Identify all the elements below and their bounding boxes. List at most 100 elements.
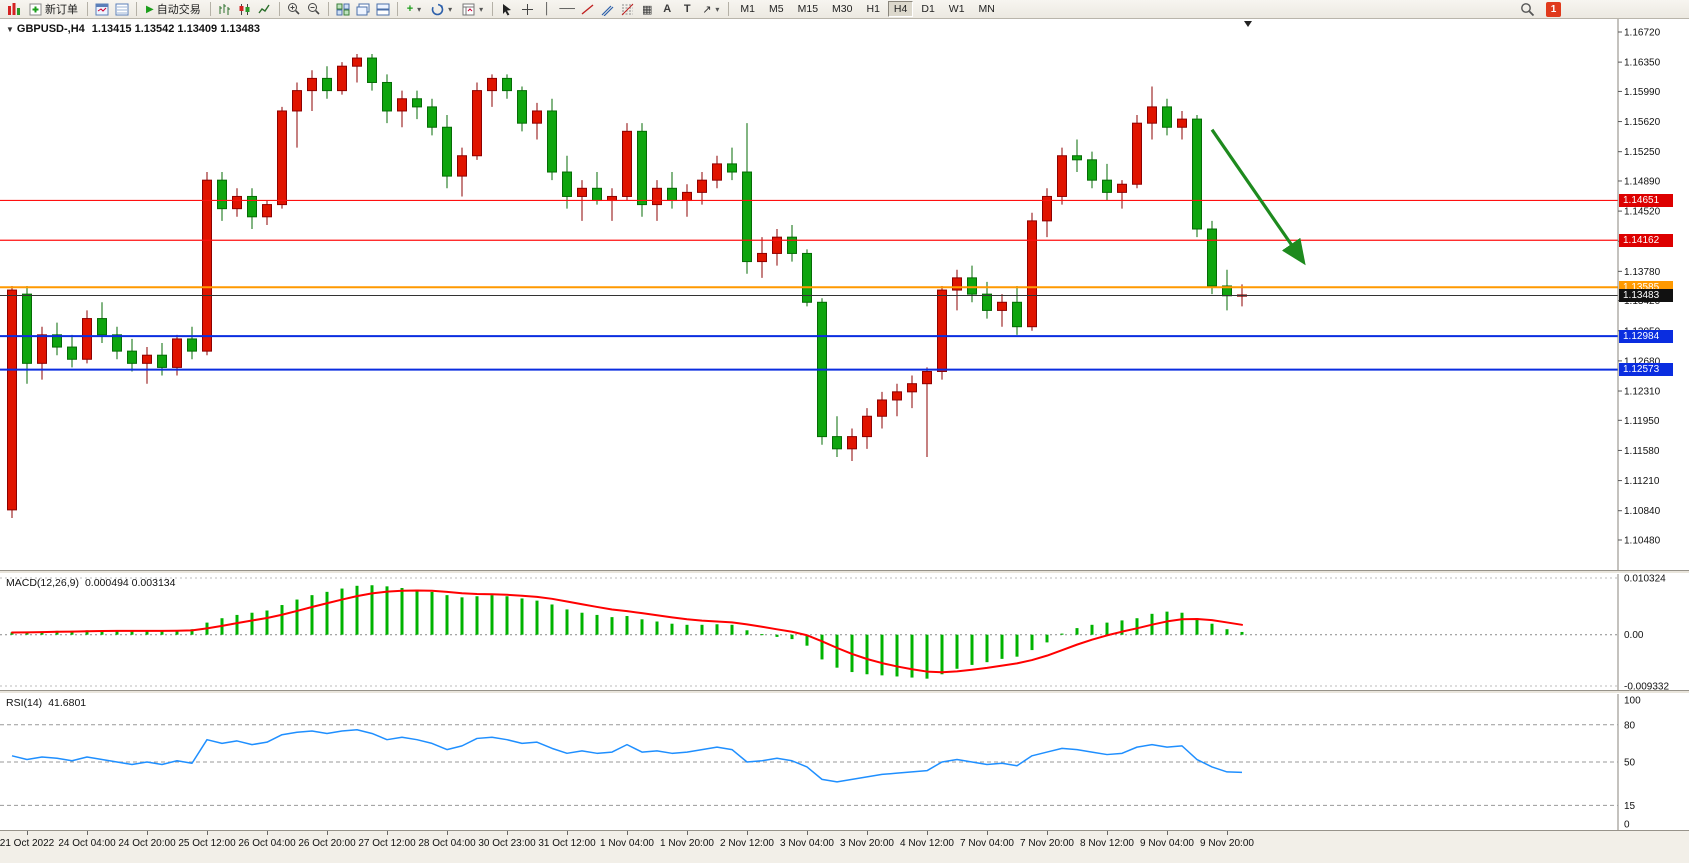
fibonacci-button[interactable] <box>618 1 636 18</box>
candle-body <box>982 293 992 311</box>
candle-body <box>1027 220 1037 328</box>
time-label: 24 Oct 04:00 <box>58 838 116 849</box>
macd-axis-label: 0.010324 <box>1624 573 1666 584</box>
zoom-in-button[interactable] <box>285 1 303 18</box>
tf-m1[interactable]: M1 <box>740 3 756 15</box>
rsi-label: RSI(14) 41.6801 <box>6 697 86 709</box>
tile-windows-icon <box>336 3 350 15</box>
panel-separator-rsi[interactable] <box>0 690 1689 694</box>
price-tick-label: 1.11950 <box>1624 416 1660 427</box>
candle-body <box>292 90 302 112</box>
candle-body <box>652 187 662 206</box>
tf-mn[interactable]: MN <box>978 3 995 15</box>
candle-body <box>697 179 707 193</box>
time-label: 1 Nov 04:00 <box>600 838 654 849</box>
macd-histogram-bar <box>760 634 764 636</box>
tile-windows-button[interactable] <box>334 1 352 18</box>
time-tick <box>387 831 388 835</box>
macd-histogram-bar <box>700 624 704 635</box>
dropdown-caret-icon: ▾ <box>715 4 720 14</box>
panel-separator-macd[interactable] <box>0 570 1689 574</box>
macd-histogram-bar <box>1240 631 1244 635</box>
candle-body <box>712 163 722 181</box>
macd-histogram-bar <box>1075 628 1079 635</box>
dropdown-caret-icon: ▾ <box>448 4 453 14</box>
trend-arrow[interactable] <box>1210 128 1306 266</box>
time-tick <box>1167 831 1168 835</box>
macd-histogram-bar <box>925 634 929 679</box>
cursor-button[interactable] <box>498 1 516 18</box>
candle-body <box>547 110 557 173</box>
search-button[interactable] <box>1518 1 1536 18</box>
toolbar-separator <box>492 2 494 16</box>
tf-w1[interactable]: W1 <box>948 3 965 15</box>
new-chart-button[interactable] <box>5 1 23 18</box>
candle-body <box>427 106 437 128</box>
trendline-button[interactable] <box>578 1 596 18</box>
arrange-windows-button[interactable] <box>374 1 392 18</box>
play-icon: ▶ <box>146 3 154 15</box>
bar-chart-button[interactable] <box>216 1 234 18</box>
arrows-button[interactable]: ↗ ▾ <box>698 1 723 18</box>
candlestick-chart-button[interactable] <box>236 1 254 18</box>
tf-m5[interactable]: M5 <box>769 3 784 15</box>
time-tick <box>1047 831 1048 835</box>
toolbar-separator <box>278 2 280 16</box>
crosshair-button[interactable] <box>518 1 536 18</box>
chart-shift-marker <box>1244 21 1252 27</box>
toolbar-separator <box>728 2 730 16</box>
time-tick <box>627 831 628 835</box>
candle-body <box>622 130 632 197</box>
time-axis[interactable]: 21 Oct 2022 24 Oct 04:00 24 Oct 20:00 25 Oc… <box>0 830 1689 863</box>
line-chart-button[interactable] <box>256 1 274 18</box>
tf-m30[interactable]: M30 <box>832 3 853 15</box>
candle-body <box>127 350 137 364</box>
candle-body <box>172 338 182 368</box>
tf-h1[interactable]: H1 <box>866 3 880 15</box>
grid-button[interactable]: ▦ <box>641 3 653 16</box>
time-tick <box>807 831 808 835</box>
channel-button[interactable] <box>598 1 616 18</box>
candle-body <box>142 354 152 364</box>
macd-histogram-bar <box>985 634 989 663</box>
tf-d1[interactable]: D1 <box>921 3 935 15</box>
macd-histogram-bar <box>100 630 104 635</box>
templates-button[interactable]: ▾ <box>458 1 487 18</box>
time-tick <box>267 831 268 835</box>
candle-body <box>1072 155 1082 161</box>
auto-trading-button[interactable]: ▶ 自动交易 <box>142 1 205 18</box>
tf-h4[interactable]: H4 <box>887 1 914 17</box>
zoom-out-button[interactable] <box>305 1 323 18</box>
candle-body <box>937 289 947 372</box>
candle-body <box>1102 179 1112 193</box>
macd-histogram-bar <box>625 616 629 635</box>
time-label: 2 Nov 12:00 <box>720 838 774 849</box>
rsi-line <box>11 729 1243 783</box>
tf-m15[interactable]: M15 <box>797 3 819 15</box>
macd-histogram-bar <box>295 599 299 635</box>
dropdown-caret-icon: ▾ <box>417 4 422 14</box>
macd-histogram-bar <box>415 589 419 635</box>
time-tick <box>207 831 208 835</box>
price-axis[interactable]: 1.14651 1.14162 1.13585 1.13483 1.12984 1.125… <box>1619 0 1689 830</box>
candle-body <box>457 155 467 177</box>
candle-body <box>22 293 32 364</box>
rsi-axis-label: 50 <box>1624 758 1636 769</box>
time-tick <box>27 831 28 835</box>
market-watch-button[interactable] <box>93 1 111 18</box>
horizontal-line-button[interactable]: ── <box>559 3 575 15</box>
periods-button[interactable]: ▾ <box>427 1 456 18</box>
new-order-button[interactable]: 新订单 <box>25 1 82 18</box>
indicators-button[interactable]: + ▾ <box>403 1 425 18</box>
price-tick-label: 1.16350 <box>1624 58 1661 69</box>
symbol-expand-icon[interactable]: ▼ <box>6 25 14 34</box>
text-label-button[interactable]: T <box>683 3 691 15</box>
text-button[interactable]: A <box>663 3 672 15</box>
candle-body <box>37 334 47 364</box>
candle-body <box>532 110 542 124</box>
data-window-button[interactable] <box>113 1 131 18</box>
vertical-line-button[interactable]: │ <box>543 3 551 15</box>
cascade-windows-button[interactable] <box>354 1 372 18</box>
notifications-button[interactable]: 1 <box>1546 1 1561 17</box>
